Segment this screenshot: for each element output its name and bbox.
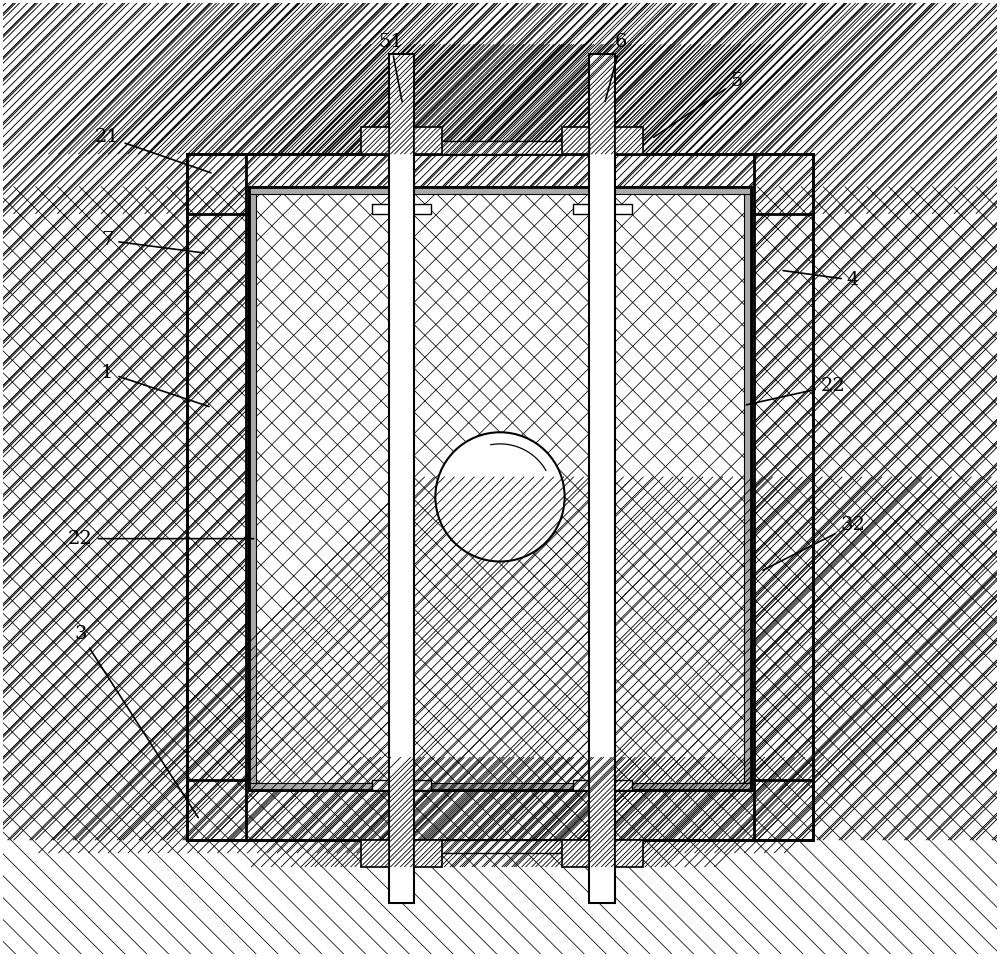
- Bar: [414, 141, 589, 154]
- Bar: [414, 127, 442, 154]
- Bar: [562, 127, 589, 154]
- Bar: [372, 780, 431, 790]
- Bar: [187, 154, 813, 840]
- Text: 6: 6: [605, 33, 627, 101]
- Bar: [562, 127, 589, 154]
- Bar: [615, 840, 643, 867]
- Bar: [573, 204, 632, 213]
- Bar: [187, 780, 813, 840]
- Text: 22: 22: [746, 376, 845, 405]
- Bar: [754, 154, 813, 840]
- Text: 3: 3: [74, 625, 198, 817]
- Bar: [361, 840, 389, 867]
- Text: 32: 32: [763, 516, 865, 570]
- Bar: [249, 187, 751, 790]
- Bar: [187, 780, 813, 840]
- Bar: [249, 187, 751, 790]
- Bar: [414, 840, 442, 867]
- Text: 51: 51: [378, 33, 403, 101]
- Bar: [187, 154, 246, 840]
- Text: 5: 5: [653, 73, 743, 138]
- Circle shape: [435, 433, 565, 562]
- Bar: [187, 154, 813, 213]
- Bar: [414, 840, 442, 867]
- Bar: [562, 840, 589, 867]
- Bar: [414, 141, 589, 154]
- Bar: [414, 840, 442, 867]
- Bar: [187, 154, 813, 213]
- Bar: [414, 840, 589, 853]
- Bar: [589, 55, 615, 902]
- Bar: [361, 840, 389, 867]
- Bar: [389, 55, 414, 902]
- Bar: [361, 127, 389, 154]
- Text: 1: 1: [101, 364, 209, 407]
- Bar: [361, 127, 389, 154]
- Bar: [615, 127, 643, 154]
- Bar: [361, 127, 389, 154]
- Bar: [249, 187, 751, 193]
- Bar: [414, 840, 589, 853]
- Bar: [562, 127, 589, 154]
- Bar: [615, 840, 643, 867]
- Bar: [187, 154, 813, 840]
- Bar: [615, 840, 643, 867]
- Bar: [754, 154, 813, 840]
- Bar: [249, 187, 751, 790]
- Bar: [754, 154, 813, 840]
- Text: 21: 21: [95, 128, 211, 173]
- Bar: [361, 840, 389, 867]
- Bar: [744, 187, 751, 790]
- Text: 7: 7: [101, 232, 204, 253]
- Bar: [249, 783, 751, 790]
- Bar: [414, 141, 589, 154]
- Text: 22: 22: [68, 529, 254, 547]
- Bar: [573, 780, 632, 790]
- Text: 4: 4: [783, 271, 859, 289]
- Bar: [414, 127, 442, 154]
- Bar: [615, 127, 643, 154]
- Bar: [414, 840, 589, 853]
- Bar: [187, 154, 813, 213]
- Bar: [562, 840, 589, 867]
- Bar: [615, 127, 643, 154]
- Bar: [562, 840, 589, 867]
- Bar: [414, 127, 442, 154]
- Bar: [249, 187, 751, 790]
- Bar: [249, 187, 256, 790]
- Bar: [372, 204, 431, 213]
- Bar: [187, 154, 246, 840]
- Bar: [187, 780, 813, 840]
- Bar: [187, 154, 246, 840]
